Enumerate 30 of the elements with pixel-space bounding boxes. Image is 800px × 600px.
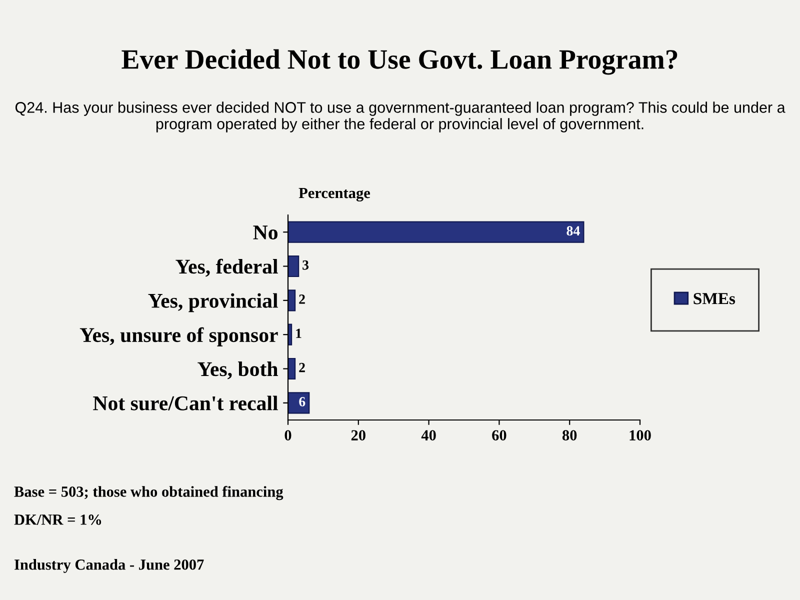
chart-title: Ever Decided Not to Use Govt. Loan Program? — [122, 49, 678, 75]
data-label: 1 — [296, 328, 302, 338]
x-tick-label: 20 — [351, 430, 366, 440]
bar — [288, 221, 584, 243]
data-label: 84 — [566, 226, 580, 236]
legend-label: SMEs — [694, 293, 736, 304]
data-label: 2 — [299, 294, 305, 304]
y-tick-label: Yes, unsure of sponsor — [80, 327, 278, 346]
data-label: 6 — [299, 397, 306, 406]
bar — [288, 392, 310, 414]
text: Base = 503; those who obtained financing — [14, 486, 284, 500]
bar — [288, 358, 296, 380]
y-tick-label: No — [253, 226, 278, 240]
text: Industry Canada - June 2007 — [14, 559, 204, 573]
x-tick-label: 0 — [284, 430, 292, 440]
x-tick-label: 40 — [421, 430, 436, 440]
y-tick-label: Yes, both — [198, 362, 278, 380]
x-tick-label: 80 — [562, 430, 577, 440]
data-label: 2 — [299, 362, 305, 372]
text: DK/NR = 1% — [14, 514, 102, 525]
chart-subtitle: Q24. Has your business ever decided NOT to use a government-guaranteed loan program? This could be under a program operated by either the federal or provincial level of government. — [15, 102, 786, 132]
bar — [288, 255, 300, 278]
x-tick-label: 100 — [630, 430, 651, 440]
y-tick-label: Not sure/Can't recall — [93, 396, 278, 410]
x-axis-title: Percentage — [298, 188, 370, 202]
y-tick-label: Yes, federal — [176, 258, 278, 277]
x-tick-label: 60 — [492, 430, 506, 440]
bar — [288, 290, 296, 312]
y-tick-label: Yes, provincial — [148, 293, 278, 312]
data-label: 3 — [302, 260, 309, 270]
